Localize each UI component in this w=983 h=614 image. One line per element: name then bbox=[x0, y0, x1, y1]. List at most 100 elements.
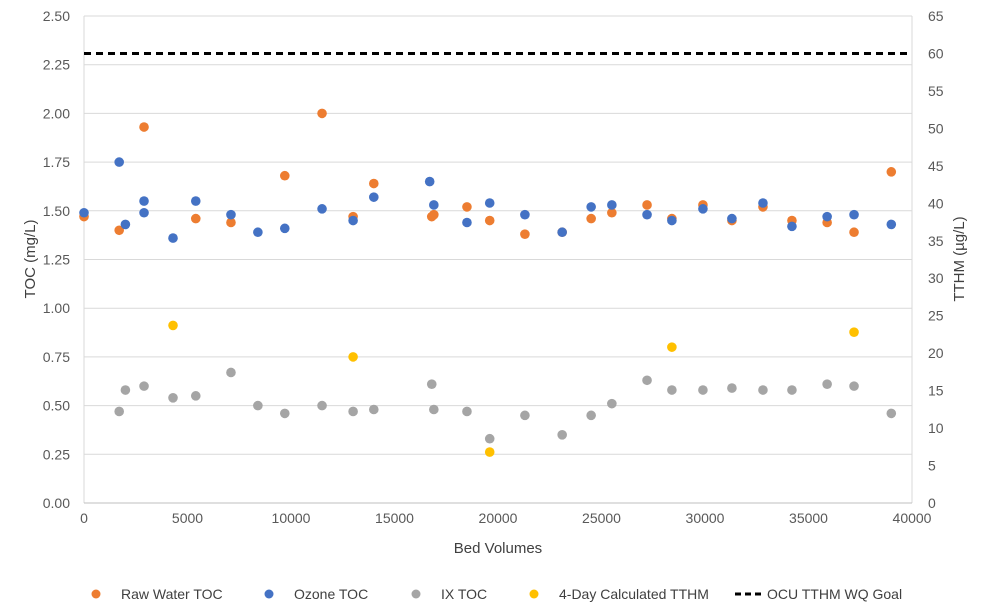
data-point bbox=[253, 227, 263, 238]
left-y-tick-label: 2.25 bbox=[43, 57, 70, 73]
data-point bbox=[114, 406, 124, 417]
x-tick-label: 5000 bbox=[172, 510, 203, 526]
data-point bbox=[139, 122, 149, 132]
data-point bbox=[190, 213, 201, 224]
data-point bbox=[727, 213, 737, 224]
data-point bbox=[727, 383, 737, 393]
right-y-tick-label: 55 bbox=[928, 83, 944, 99]
data-point bbox=[139, 381, 149, 391]
series-ix-toc bbox=[114, 367, 897, 444]
data-point bbox=[849, 327, 859, 337]
left-y-axis-ticks: 0.00 0.25 0.50 0.75 1.00 1.25 1.50 1.75 2.00 2.25… bbox=[43, 8, 70, 511]
legend-label: OCU TTHM WQ Goal bbox=[767, 586, 902, 602]
legend-item: OCU TTHM WQ Goal bbox=[735, 586, 902, 602]
data-point bbox=[484, 447, 495, 457]
data-point bbox=[317, 108, 327, 119]
left-y-tick-label: 0.25 bbox=[43, 446, 70, 462]
data-point bbox=[168, 233, 178, 243]
legend-swatch bbox=[264, 589, 274, 599]
right-y-tick-label: 45 bbox=[928, 158, 944, 174]
right-y-tick-label: 60 bbox=[928, 45, 944, 61]
series-ozone-toc bbox=[79, 157, 897, 243]
data-point bbox=[426, 379, 437, 389]
left-y-tick-label: 1.75 bbox=[43, 154, 70, 170]
left-y-tick-label: 2.50 bbox=[43, 8, 70, 24]
data-point bbox=[642, 200, 652, 210]
data-point bbox=[317, 204, 327, 214]
data-point bbox=[139, 207, 149, 218]
left-y-tick-label: 1.00 bbox=[43, 300, 70, 316]
data-point bbox=[822, 379, 832, 389]
data-point bbox=[758, 198, 768, 208]
data-point bbox=[849, 381, 859, 391]
data-point bbox=[139, 196, 149, 206]
data-point bbox=[79, 207, 89, 218]
data-point bbox=[667, 385, 677, 395]
data-point bbox=[348, 352, 358, 362]
data-point bbox=[520, 410, 530, 421]
left-y-tick-label: 0.75 bbox=[43, 349, 70, 365]
data-point bbox=[886, 167, 897, 177]
data-point bbox=[168, 393, 178, 403]
data-point bbox=[317, 400, 327, 411]
data-point bbox=[698, 385, 708, 395]
left-y-tick-label: 1.50 bbox=[43, 203, 70, 219]
legend-swatch bbox=[529, 589, 539, 599]
data-point bbox=[557, 430, 567, 440]
data-point bbox=[120, 385, 131, 395]
legend-swatch bbox=[91, 589, 101, 599]
data-point bbox=[698, 204, 708, 214]
data-point bbox=[849, 209, 859, 220]
x-tick-label: 35000 bbox=[789, 510, 828, 526]
data-point bbox=[886, 219, 897, 230]
data-point bbox=[520, 229, 530, 239]
left-y-tick-label: 0.50 bbox=[43, 398, 70, 414]
data-point bbox=[462, 217, 472, 228]
data-point bbox=[462, 406, 472, 417]
data-point bbox=[484, 198, 495, 208]
series-raw-water-toc bbox=[79, 108, 897, 239]
data-point bbox=[667, 215, 677, 226]
right-y-tick-label: 20 bbox=[928, 345, 944, 361]
right-y-tick-label: 0 bbox=[928, 495, 936, 511]
data-point bbox=[168, 320, 178, 331]
x-axis-ticks: 0 5000 10000 15000 20000 25000 30000 35000 40000 bbox=[80, 510, 932, 526]
data-point bbox=[226, 217, 236, 228]
right-y-tick-label: 5 bbox=[928, 458, 936, 474]
x-tick-label: 40000 bbox=[893, 510, 932, 526]
left-y-tick-label: 2.00 bbox=[43, 105, 70, 121]
data-point bbox=[369, 404, 379, 415]
x-axis-title: Bed Volumes bbox=[454, 540, 542, 557]
plot-frame bbox=[83, 16, 913, 504]
data-point bbox=[226, 367, 236, 378]
data-point bbox=[348, 406, 358, 417]
data-point bbox=[586, 202, 596, 212]
x-tick-label: 30000 bbox=[686, 510, 725, 526]
legend-item: Raw Water TOC bbox=[91, 586, 223, 602]
data-point bbox=[120, 219, 131, 230]
left-y-tick-label: 1.25 bbox=[43, 252, 70, 268]
data-point bbox=[787, 221, 797, 232]
x-tick-label: 25000 bbox=[582, 510, 621, 526]
data-point bbox=[667, 342, 677, 352]
data-point bbox=[190, 391, 201, 401]
data-point bbox=[642, 209, 652, 220]
data-point bbox=[424, 176, 435, 187]
x-tick-label: 15000 bbox=[375, 510, 414, 526]
data-point bbox=[586, 410, 596, 421]
right-y-axis-title: TTHM (µg/L) bbox=[951, 216, 968, 301]
data-point bbox=[520, 209, 530, 220]
data-point bbox=[114, 157, 124, 167]
data-point bbox=[348, 215, 358, 226]
legend-label: Ozone TOC bbox=[294, 586, 368, 602]
data-point bbox=[758, 385, 768, 395]
left-y-tick-label: 0.00 bbox=[43, 495, 70, 511]
data-point bbox=[607, 207, 617, 218]
data-point bbox=[369, 192, 379, 202]
x-tick-label: 10000 bbox=[272, 510, 311, 526]
legend-label: Raw Water TOC bbox=[121, 586, 223, 602]
right-y-axis-ticks: 0 5 10 15 20 25 30 35 40 45 50 55 60 65 bbox=[928, 8, 944, 511]
data-point bbox=[886, 408, 897, 419]
data-point bbox=[787, 385, 797, 395]
data-point bbox=[114, 225, 124, 236]
